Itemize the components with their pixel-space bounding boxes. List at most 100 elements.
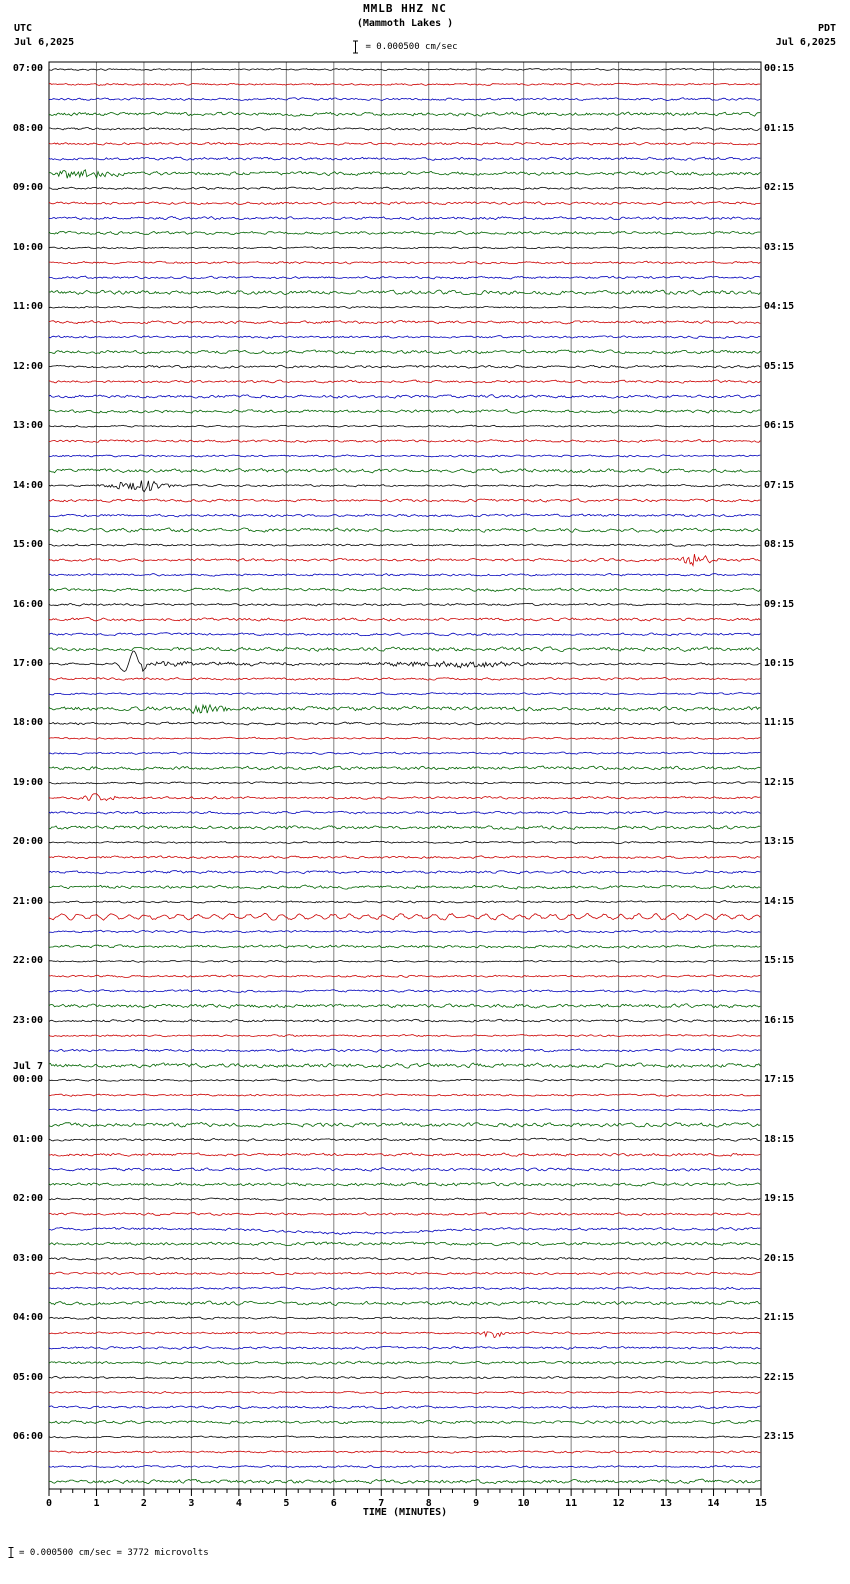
trace-row <box>48 1300 761 1306</box>
pdt-hour-label: 10:15 <box>764 658 795 670</box>
trace-row <box>48 1286 761 1291</box>
utc-date-label: Jul 6,2025 <box>14 37 75 48</box>
trace-row <box>48 650 761 672</box>
pdt-hour-label: 16:15 <box>764 1014 795 1026</box>
pdt-hour-label: 07:15 <box>764 479 795 491</box>
trace-row <box>48 1093 761 1097</box>
utc-hour-label: 13:00 <box>12 420 43 432</box>
trace-row <box>48 703 761 715</box>
trace-row <box>48 394 761 399</box>
trace-row <box>48 1316 761 1320</box>
utc-hour-label: 20:00 <box>12 836 43 848</box>
x-tick-label: 9 <box>473 1498 479 1509</box>
trace-row <box>48 513 761 518</box>
utc-hour-label: 14:00 <box>12 479 43 491</box>
trace-row <box>48 1256 761 1261</box>
scale-bar-icon <box>8 1547 14 1558</box>
trace-row <box>48 216 761 221</box>
trace-row <box>48 572 761 577</box>
pdt-hour-label: 22:15 <box>764 1371 795 1383</box>
trace-row <box>48 275 761 280</box>
utc-hour-label: 21:00 <box>12 895 43 907</box>
pdt-hour-label: 14:15 <box>764 895 795 907</box>
utc-hour-label: 03:00 <box>12 1252 43 1264</box>
trace-row <box>48 364 761 369</box>
trace-row <box>48 1181 761 1187</box>
pdt-hour-label: 17:15 <box>764 1074 795 1086</box>
x-tick-label: 2 <box>141 1498 147 1509</box>
pdt-date-label: Jul 6,2025 <box>775 37 836 48</box>
pdt-hour-label: 02:15 <box>764 182 795 194</box>
utc-hour-label: 05:00 <box>12 1371 43 1383</box>
pdt-header-block: PDT Jul 6,2025 <box>776 22 836 50</box>
trace-row <box>48 1018 761 1023</box>
trace-row <box>48 912 761 921</box>
utc-hour-label: 09:00 <box>12 182 43 194</box>
pdt-time-labels: 00:15 01:15 02:15 03:15 04:15 05:15 06:15 07:15… <box>764 0 844 1584</box>
date-rollover-label: Jul 7 <box>12 1061 43 1073</box>
trace-row <box>49 543 761 547</box>
trace-row <box>48 781 761 785</box>
trace-row <box>48 840 761 844</box>
utc-hour-label: 04:00 <box>12 1312 43 1324</box>
trace-row <box>48 82 761 86</box>
trace-row <box>49 126 761 131</box>
trace-row <box>48 246 761 250</box>
trace-row <box>48 169 761 180</box>
utc-time-labels: 07:00 08:00 09:00 10:00 11:00 12:00 13:00 14:00… <box>0 0 46 1584</box>
x-tick-label: 4 <box>236 1498 242 1509</box>
trace-row <box>48 468 761 474</box>
trace-row <box>48 156 761 161</box>
trace-row <box>48 1375 761 1380</box>
utc-header-block: UTC Jul 6,2025 <box>14 22 74 50</box>
x-tick-label: 7 <box>378 1498 384 1509</box>
trace-row <box>48 1435 761 1439</box>
x-tick-label: 1 <box>93 1498 99 1509</box>
trace-row <box>48 1331 761 1339</box>
trace-row <box>48 97 761 101</box>
utc-hour-label: 23:00 <box>12 1014 43 1026</box>
trace-row <box>48 1034 761 1038</box>
trace-row <box>48 111 761 117</box>
trace-row <box>48 765 761 771</box>
trace-row <box>49 825 761 831</box>
pdt-hour-label: 21:15 <box>764 1312 795 1324</box>
trace-row <box>48 1390 761 1394</box>
trace-row <box>48 335 761 339</box>
trace-row <box>48 439 761 443</box>
trace-row <box>48 900 761 904</box>
pdt-hour-label: 15:15 <box>764 955 795 967</box>
pdt-hour-label: 08:15 <box>764 539 795 551</box>
trace-row <box>48 1360 761 1365</box>
utc-hour-label: 18:00 <box>12 717 43 729</box>
utc-hour-label: 19:00 <box>12 776 43 788</box>
utc-hour-label: 06:00 <box>12 1430 43 1442</box>
pdt-hour-label: 00:15 <box>764 63 795 75</box>
plot-border <box>48 61 762 1490</box>
trace-row <box>48 230 761 236</box>
trace-row <box>48 1048 761 1053</box>
trace-row <box>48 617 761 622</box>
trace-row <box>48 989 761 993</box>
trace-row <box>48 751 761 755</box>
trace-row <box>48 1003 761 1009</box>
trace-row <box>48 855 761 860</box>
utc-hour-label: 00:00 <box>12 1074 43 1086</box>
trace-row <box>48 141 761 146</box>
pdt-hour-label: 01:15 <box>764 122 795 134</box>
trace-row <box>48 1137 761 1142</box>
pdt-hour-label: 20:15 <box>764 1252 795 1264</box>
trace-row <box>48 1346 761 1350</box>
trace-row <box>48 498 761 503</box>
utc-tz-label: UTC <box>14 23 33 34</box>
pdt-hour-label: 13:15 <box>764 836 795 848</box>
trace-row <box>48 974 761 978</box>
trace-row <box>48 1062 761 1069</box>
x-tick-label: 6 <box>331 1498 337 1509</box>
footer-scale-text: = 0.000500 cm/sec = 3772 microvolts <box>19 1547 209 1558</box>
utc-hour-label: 22:00 <box>12 955 43 967</box>
trace-row <box>48 587 761 592</box>
trace-row <box>48 1241 761 1247</box>
trace-row <box>48 480 761 493</box>
